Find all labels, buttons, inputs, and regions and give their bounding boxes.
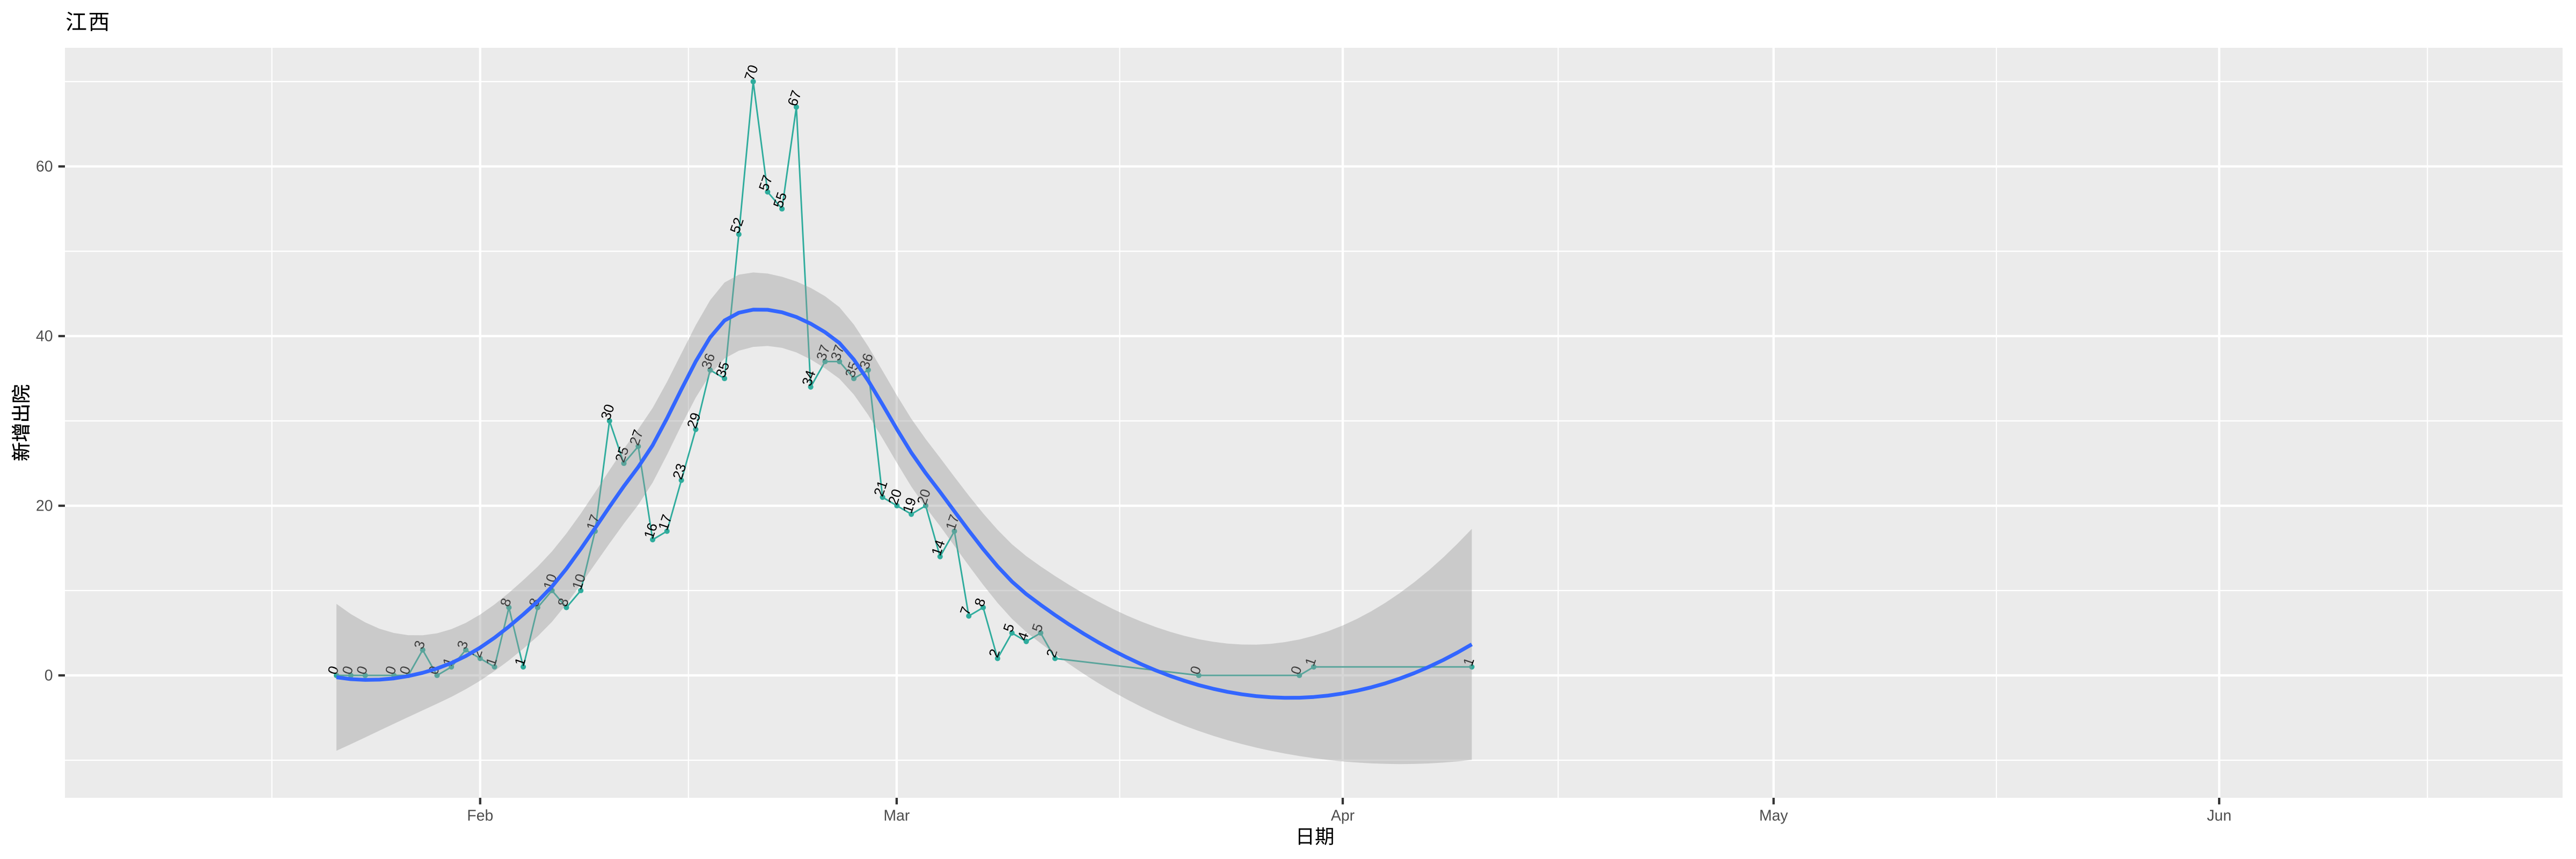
svg-text:Feb: Feb xyxy=(467,807,493,825)
svg-text:Jun: Jun xyxy=(2207,807,2231,825)
svg-text:0: 0 xyxy=(45,667,53,685)
svg-text:40: 40 xyxy=(36,328,53,345)
svg-text:20: 20 xyxy=(36,498,53,515)
svg-text:Mar: Mar xyxy=(883,807,910,825)
svg-text:Apr: Apr xyxy=(1331,807,1355,825)
svg-text:May: May xyxy=(1759,807,1788,825)
svg-text:60: 60 xyxy=(36,158,53,176)
